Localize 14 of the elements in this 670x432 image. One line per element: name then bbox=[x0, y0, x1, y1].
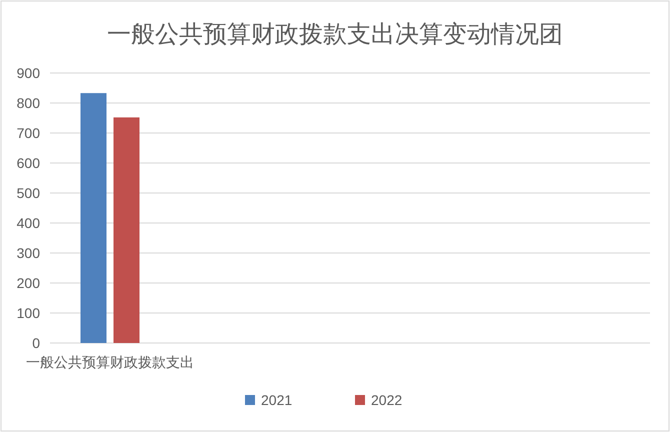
y-tick-label: 300 bbox=[16, 245, 40, 261]
legend-label: 2021 bbox=[261, 392, 292, 408]
legend-label: 2022 bbox=[371, 392, 402, 408]
x-tick-label: 一般公共预算财政拨款支出 bbox=[26, 354, 194, 370]
y-tick-label: 500 bbox=[16, 185, 40, 201]
y-tick-label: 700 bbox=[16, 125, 40, 141]
y-tick-label: 900 bbox=[16, 65, 40, 81]
y-tick-label: 600 bbox=[16, 155, 40, 171]
y-tick-label: 100 bbox=[16, 305, 40, 321]
y-tick-label: 800 bbox=[16, 95, 40, 111]
chart-title: 一般公共预算财政拨款支出决算变动情况团 bbox=[107, 21, 563, 48]
y-tick-label: 200 bbox=[16, 275, 40, 291]
y-tick-label: 400 bbox=[16, 215, 40, 231]
y-tick-label: 0 bbox=[32, 335, 40, 351]
